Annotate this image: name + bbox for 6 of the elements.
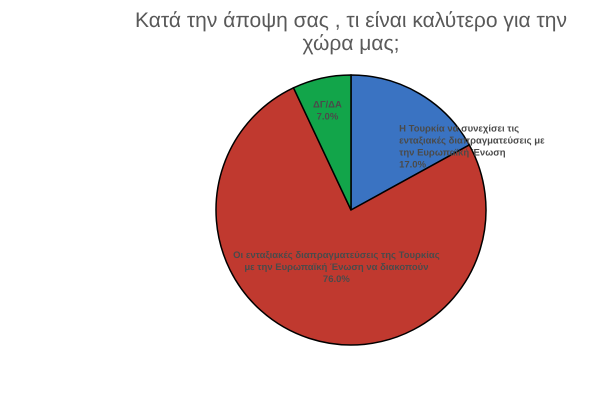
data-label: 7.0% <box>316 112 339 123</box>
slice-label: Οι ενταξιακές διαπραγματεύσεις της Τουρκίας με την Ευρωπαϊκή Ένωση να διακοπούν <box>233 250 440 273</box>
slice-label: ΔΓ/ΔΑ <box>313 100 342 111</box>
data-label: 17.0% <box>399 160 427 171</box>
chart-title: Κατά την άποψη σας , τι είναι καλύτερο για την χώρα μας; <box>135 9 567 55</box>
data-label: 76.0% <box>322 274 350 285</box>
